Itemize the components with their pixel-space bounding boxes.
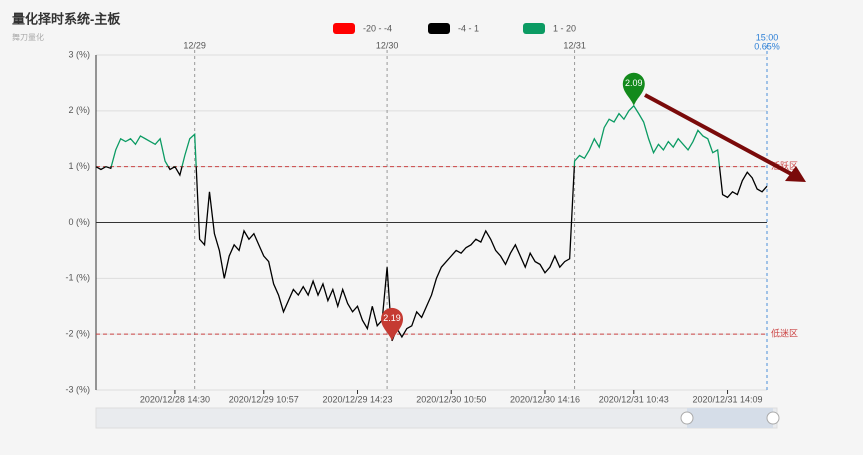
- legend-label: 1 - 20: [553, 23, 576, 33]
- chart-subtitle: 舞刀量化: [12, 32, 44, 42]
- x-tick-label: 2020/12/30 10:50: [416, 394, 486, 404]
- legend-swatch: [333, 23, 355, 34]
- mark-line-label: 低迷区: [771, 328, 798, 339]
- zoom-slider[interactable]: [95, 407, 778, 429]
- mark-point: [381, 307, 404, 341]
- price-line: [95, 104, 768, 342]
- latest-value: 0.65%: [754, 41, 780, 51]
- y-tick-label: -1 (%): [66, 273, 91, 283]
- legend-swatch: [428, 23, 450, 34]
- mark-point: [622, 72, 645, 106]
- x-tick-label: 2020/12/31 10:43: [599, 394, 669, 404]
- mark-point-label: 2.19: [383, 313, 401, 323]
- legend-swatch: [523, 23, 545, 34]
- x-tick-label: 2020/12/30 14:16: [510, 394, 580, 404]
- y-tick-label: 1 (%): [68, 161, 90, 171]
- x-tick-label: 2020/12/29 14:23: [322, 394, 392, 404]
- zoom-handle[interactable]: [766, 411, 780, 425]
- day-label: 12/29: [183, 40, 206, 50]
- mark-point-label: 2.09: [625, 78, 643, 88]
- y-tick-label: -2 (%): [66, 329, 91, 339]
- x-tick-label: 2020/12/29 10:57: [229, 394, 299, 404]
- x-tick-label: 2020/12/31 14:09: [692, 394, 762, 404]
- legend-label: -20 - -4: [363, 23, 392, 33]
- y-tick-label: 0 (%): [68, 217, 90, 227]
- mark-line-label: 活跃区: [771, 160, 798, 171]
- y-tick-label: 3 (%): [68, 49, 90, 59]
- day-label: 12/30: [376, 40, 399, 50]
- latest-time: 15:00: [756, 32, 779, 42]
- annotation-arrow: [644, 93, 796, 178]
- day-label: 12/31: [563, 40, 586, 50]
- legend-label: -4 - 1: [458, 23, 479, 33]
- y-tick-label: 2 (%): [68, 105, 90, 115]
- y-tick-label: -3 (%): [66, 384, 91, 394]
- chart-title: 量化择时系统-主板: [12, 11, 121, 26]
- annotation-arrowhead: [785, 166, 806, 182]
- zoom-handle[interactable]: [680, 411, 694, 425]
- zoom-window[interactable]: [687, 408, 773, 428]
- x-tick-label: 2020/12/28 14:30: [140, 394, 210, 404]
